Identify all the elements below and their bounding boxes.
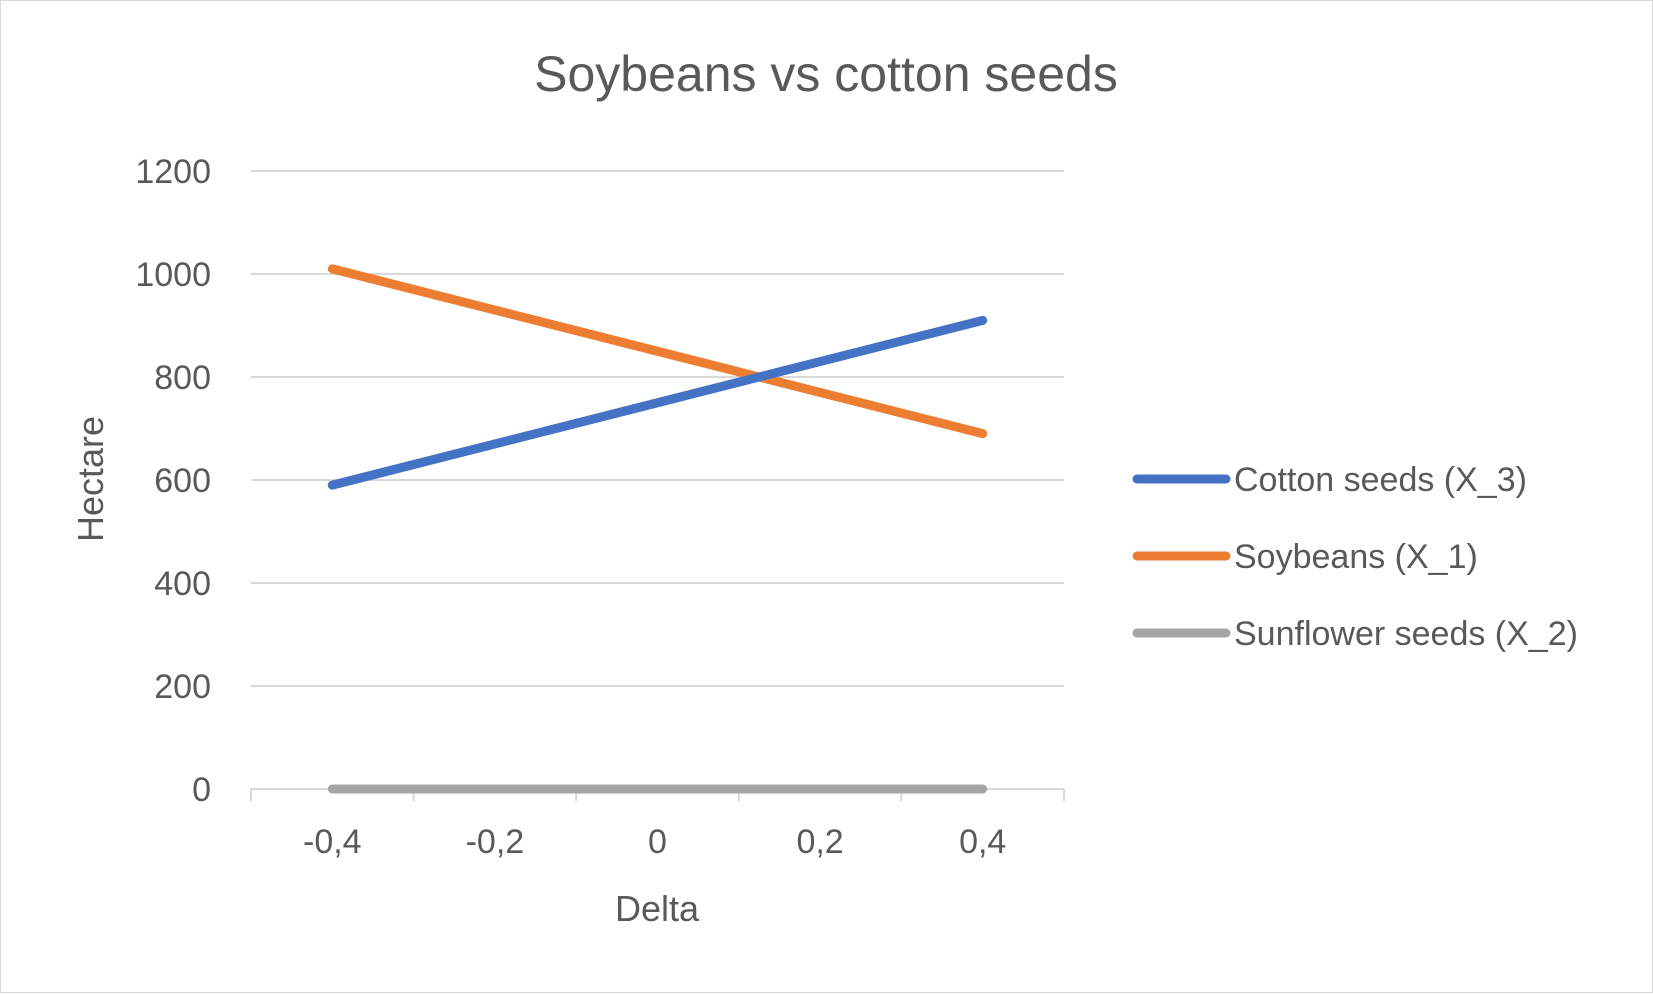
x-tick-label: 0,2 [796, 823, 843, 861]
y-tick-label: 800 [154, 359, 211, 397]
x-axis-label: Delta [615, 888, 700, 929]
y-tick-label: 200 [154, 668, 211, 706]
y-tick-label: 0 [192, 771, 211, 809]
x-tick-label: -0,2 [466, 823, 525, 861]
legend-label: Cotton seeds (X_3) [1234, 461, 1527, 499]
series-lines [327, 264, 988, 794]
series-line [327, 264, 988, 439]
series-line [327, 315, 988, 490]
y-axis-label: Hectare [70, 416, 111, 542]
y-tick-label: 600 [154, 462, 211, 500]
x-tick-label: 0 [648, 823, 667, 861]
legend-label: Soybeans (X_1) [1234, 538, 1478, 576]
y-tick-label: 1200 [135, 153, 211, 191]
x-tick-label: -0,4 [303, 823, 362, 861]
y-axis-tick-labels: 0 200 400 600 800 1000 1200 [135, 153, 211, 809]
x-tick-label: 0,4 [959, 823, 1006, 861]
gridlines [251, 170, 1064, 687]
x-axis-tick-labels: -0,4 -0,2 0 0,2 0,4 [303, 823, 1006, 861]
y-tick-label: 400 [154, 565, 211, 603]
chart-title: Soybeans vs cotton seeds [534, 46, 1118, 102]
legend-label: Sunflower seeds (X_2) [1234, 615, 1578, 653]
legend: Cotton seeds (X_3) Soybeans (X_1) Sunflowe… [1132, 461, 1578, 653]
y-tick-label: 1000 [135, 256, 211, 294]
